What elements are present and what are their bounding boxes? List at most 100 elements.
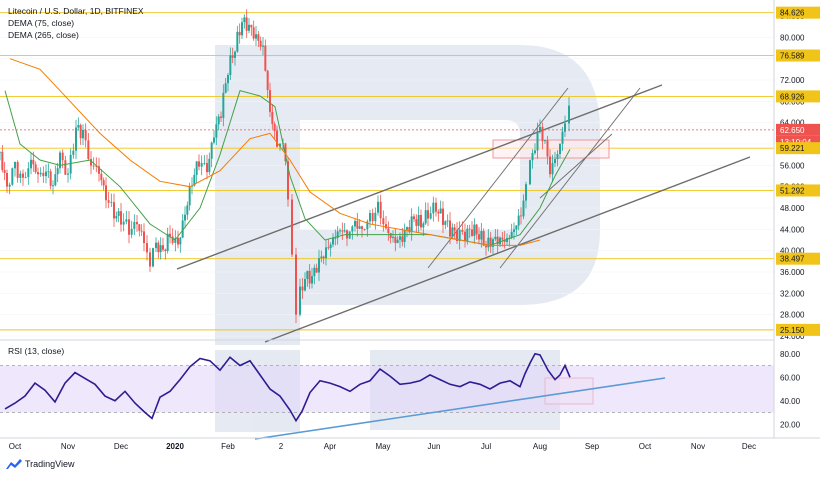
candle-body	[234, 51, 236, 58]
time-tick: Oct	[9, 442, 22, 451]
candle-body	[152, 248, 154, 267]
candle-body	[494, 236, 497, 240]
candle-body	[420, 214, 422, 228]
candle-body	[47, 171, 50, 173]
candle-body	[87, 140, 90, 159]
candle-body	[67, 173, 69, 175]
candle-body	[291, 199, 293, 255]
candle-body	[366, 221, 369, 230]
candle-body	[193, 174, 196, 186]
time-tick: Oct	[639, 442, 652, 451]
rsi-trendline[interactable]	[254, 377, 666, 440]
candle-body	[16, 162, 19, 178]
candle-body	[442, 208, 444, 225]
candle-body	[564, 123, 566, 132]
candle-body	[0, 151, 1, 153]
candle-body	[14, 162, 16, 169]
dema-75-legend[interactable]: DEMA (75, close)	[8, 18, 75, 28]
candle-body	[159, 245, 162, 253]
candle-body	[287, 161, 289, 200]
candle-body	[122, 221, 125, 225]
candle-body	[351, 226, 354, 232]
candle-body	[136, 221, 138, 225]
candle-body	[133, 221, 136, 229]
candle-body	[146, 243, 148, 253]
candle-body	[559, 143, 561, 155]
candle-body	[269, 90, 271, 112]
price-tick: 36.000	[780, 268, 805, 277]
dema-265-line	[9, 58, 541, 246]
price-label-text: 68.926	[780, 92, 805, 101]
candle-body	[164, 249, 167, 251]
price-label-text: 76.589	[780, 52, 805, 61]
main-channel-upper[interactable]	[176, 84, 663, 270]
price-axis-labels: 84.62676.58968.92662.65013:10:0459.22151…	[776, 6, 820, 336]
candle-body	[487, 237, 490, 248]
candle-body	[561, 131, 564, 144]
candle-body	[113, 202, 115, 219]
main-channel-lower[interactable]	[264, 156, 751, 343]
candle-body	[162, 245, 164, 250]
candle-body	[45, 171, 47, 177]
candle-body	[184, 214, 186, 221]
candle-body	[61, 152, 64, 161]
candle-body	[320, 256, 323, 259]
price-tick: 56.000	[780, 161, 805, 170]
candle-body	[195, 161, 198, 175]
candle-body	[424, 210, 427, 224]
price-label-price: 62.650	[776, 123, 820, 136]
candle-body	[149, 252, 151, 267]
candle-body	[11, 168, 14, 185]
candle-body	[311, 276, 313, 284]
price-label-text: 84.626	[780, 9, 805, 18]
candle-body	[322, 256, 325, 259]
candle-body	[255, 34, 257, 39]
candle-body	[279, 143, 281, 147]
steep-channel-support[interactable]	[539, 133, 613, 199]
dema-265-legend[interactable]: DEMA (265, close)	[8, 30, 79, 40]
candle-body	[392, 236, 394, 238]
candle-body	[301, 286, 304, 291]
candle-body	[1, 151, 4, 171]
candle-body	[179, 237, 182, 245]
rsi-axis[interactable]: 80.00 60.00 40.00 20.00	[780, 350, 801, 430]
candle-body	[325, 247, 327, 259]
candle-body	[92, 165, 95, 167]
candle-body	[473, 224, 476, 236]
candle-body	[478, 234, 480, 240]
candle-body	[444, 221, 447, 225]
rsi-tick: 20.00	[780, 420, 801, 429]
rsi-band	[0, 365, 774, 413]
candle-body	[273, 123, 276, 131]
candle-body	[358, 226, 361, 229]
candle-body	[306, 270, 309, 280]
price-label-box	[776, 142, 820, 155]
candle-body	[69, 154, 72, 174]
time-tick: Feb	[221, 442, 235, 451]
price-label-box	[776, 90, 820, 103]
candle-body	[198, 161, 200, 167]
candle-body	[471, 229, 473, 236]
candle-body	[143, 231, 145, 244]
steep-channel-right[interactable]	[499, 87, 641, 269]
tradingview-brand[interactable]: TradingView	[6, 459, 75, 469]
candle-body	[403, 229, 406, 242]
candle-body	[3, 170, 6, 173]
candle-body	[417, 214, 420, 226]
candle-body	[186, 205, 189, 215]
candle-body	[327, 247, 330, 249]
candle-body	[489, 237, 492, 247]
price-tick: 40.000	[780, 247, 805, 256]
candle-body	[213, 137, 215, 143]
candle-body	[389, 233, 392, 238]
candle-body	[485, 245, 487, 248]
time-tick: Aug	[533, 442, 547, 451]
rsi-legend[interactable]: RSI (13, close)	[8, 346, 65, 356]
time-axis[interactable]: Oct Nov Dec 2020 Feb 2 Apr May Jun Jul Aug Sep Oct No…	[9, 442, 756, 451]
candle-body	[227, 75, 229, 84]
time-tick: Sep	[585, 442, 600, 451]
candle-body	[522, 200, 525, 217]
candle-body	[415, 219, 418, 226]
